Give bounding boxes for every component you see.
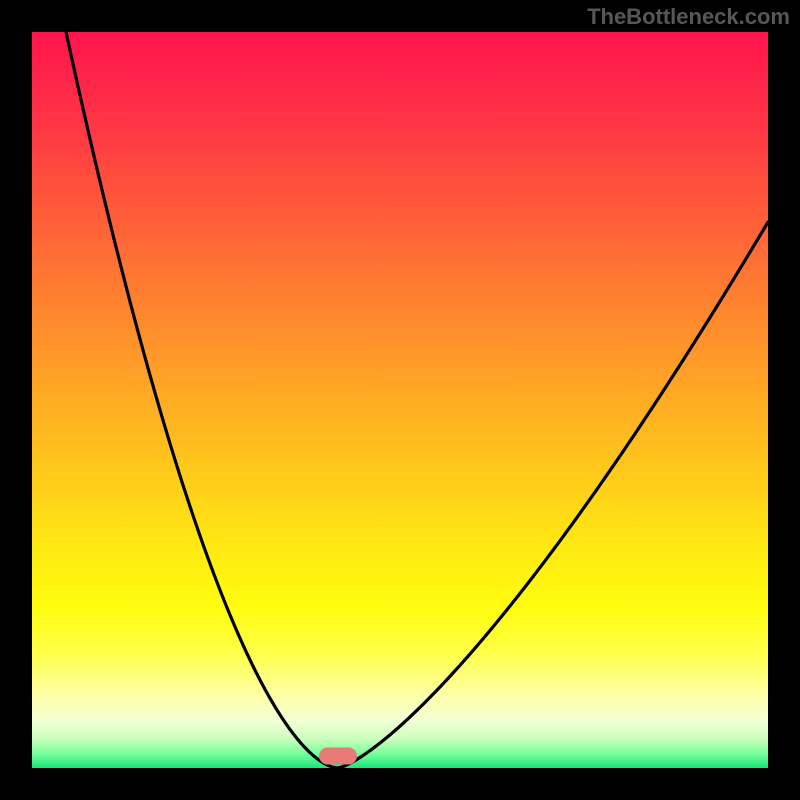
bottleneck-chart [0,0,800,800]
watermark-text: TheBottleneck.com [587,4,790,30]
chart-container: TheBottleneck.com [0,0,800,800]
optimum-marker [319,748,357,765]
